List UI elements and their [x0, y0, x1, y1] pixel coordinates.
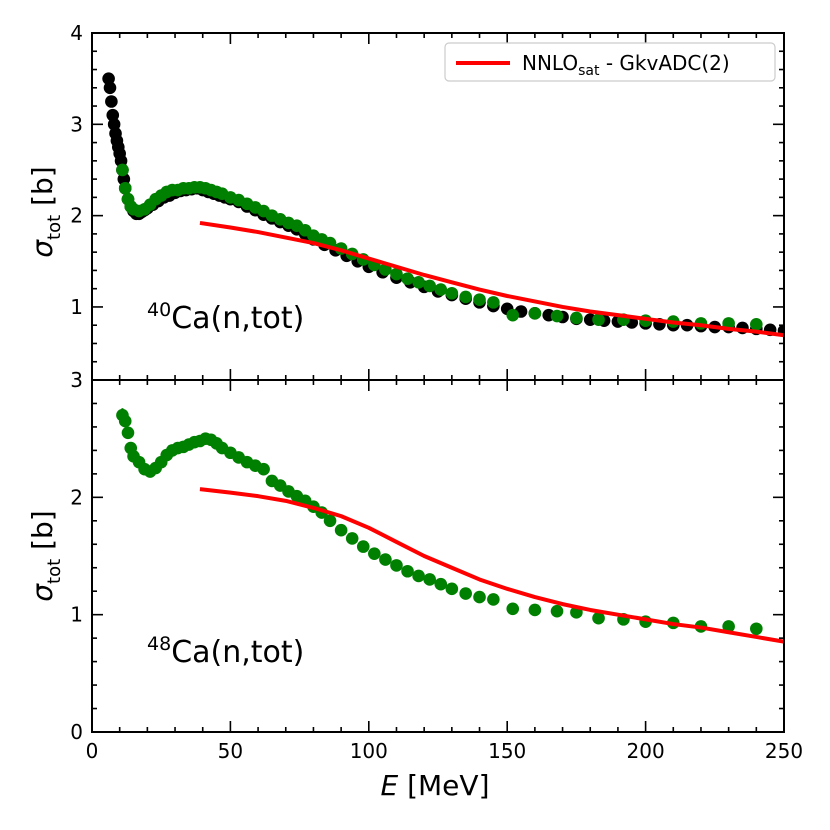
x-axis-title-symbol: E [381, 769, 399, 802]
x-tick-label: 0 [86, 739, 99, 763]
ca48-frame [91, 379, 785, 733]
ca40-y-tick-label: 1 [70, 295, 83, 319]
ca40-point-black-data [103, 81, 117, 95]
ca40-y-tick-label: 4 [70, 21, 83, 45]
ca48-series-group [116, 408, 784, 644]
ca48-point-green-data [550, 604, 564, 618]
ca40-point-green-data [118, 181, 132, 195]
ca48-point-green-data [345, 532, 359, 545]
ca40-annotation: 40Ca(n,tot) [147, 299, 304, 336]
ca40-point-green-data [750, 318, 763, 331]
ca48-annotation-main: Ca(n,tot) [171, 635, 304, 670]
ca48-ylabel-sigma: σ [26, 583, 59, 602]
ca40-y-tick-label: 3 [70, 112, 83, 136]
ca40-point-green-data [506, 308, 520, 322]
ca40-annotation-sup: 40 [147, 299, 171, 321]
ca40-point-green-data [473, 293, 486, 306]
ca40-point-green-data [570, 311, 583, 325]
ca48-theory-line [199, 487, 784, 644]
ca48-y-tick-label: 3 [70, 368, 83, 392]
ca48-point-green-data [423, 573, 437, 586]
ca48-plot-area [116, 408, 784, 644]
ca40-y-tick-label: 2 [70, 204, 83, 228]
legend-label-rest: - GkvADC(2) [599, 51, 729, 75]
x-tick-label: 200 [627, 739, 665, 763]
ca40-ylabel-sub: tot [44, 215, 65, 240]
ca48-point-green-data [750, 622, 763, 636]
ca40-point-green-data [550, 309, 564, 323]
ca40-ylabel-sigma: σ [26, 239, 59, 258]
legend-label: NNLOsat - GkvADC(2) [522, 51, 730, 79]
panel-ca40: 1 2 3 4 40Ca(n,tot) σtot [b] NNLOsat - GkvA… [26, 21, 785, 381]
ca48-point-green-data [412, 569, 425, 583]
ca40-point-green-data [487, 296, 500, 309]
ca48-point-green-data [506, 602, 520, 616]
ca48-point-green-data [434, 577, 448, 591]
ca48-annotation: 48Ca(n,tot) [147, 633, 304, 670]
ca40-series-green-data [116, 163, 763, 331]
x-axis-title: E [MeV] [381, 769, 490, 802]
legend-label-main: NNLO [522, 51, 578, 75]
ca48-point-green-data [257, 462, 270, 476]
ca48-point-green-data [118, 414, 132, 428]
ca40-ticks: 1 2 3 4 [70, 21, 785, 381]
x-tick-label: 150 [488, 739, 526, 763]
ca40-ylabel-unit: [b] [26, 166, 59, 215]
ca48-point-green-data [473, 590, 486, 604]
ca48-point-green-data [528, 603, 542, 617]
ca48-point-green-data [592, 611, 605, 625]
ca40-theory-line [199, 220, 784, 338]
ca40-series-group [102, 72, 784, 338]
ca48-ylabel-sub: tot [44, 559, 65, 584]
ca48-point-green-data [121, 426, 135, 440]
ca48-point-green-data [390, 559, 403, 572]
ca48-point-green-data [722, 620, 735, 633]
ca40-point-green-data [592, 313, 605, 327]
ca48-point-green-data [323, 514, 337, 528]
legend-box [444, 42, 776, 82]
ca48-y-tick-label: 0 [70, 720, 83, 744]
ca40-point-green-data [459, 290, 472, 304]
ca40-point-green-data [412, 275, 425, 289]
panel-ca48: 0 50 100 150 200 250 0 1 2 3 48Ca(n,tot) σtot [b] [26, 368, 803, 763]
ca48-point-green-data [379, 553, 392, 566]
ca48-ylabel-unit: [b] [26, 510, 59, 559]
ca40-point-green-data [390, 267, 403, 281]
ca48-y-tick-label: 1 [70, 603, 83, 627]
ca40-point-green-data [528, 307, 542, 320]
ca40-point-green-data [445, 286, 459, 300]
ca48-point-green-data [401, 564, 414, 578]
ca40-plot-area [102, 72, 784, 338]
ca48-y-axis-title: σtot [b] [26, 510, 65, 601]
x-tick-label: 100 [350, 739, 388, 763]
ca40-point-green-data [434, 283, 448, 296]
ca40-annotation-main: Ca(n,tot) [171, 301, 304, 336]
ca48-point-green-data [334, 523, 348, 537]
x-tick-label: 250 [765, 739, 803, 763]
ca48-point-green-data [487, 593, 500, 606]
ca40-y-axis-title: σtot [b] [26, 166, 65, 257]
ca48-ticks: 0 50 100 150 200 250 0 1 2 3 [70, 368, 803, 763]
ca40-point-green-data [423, 279, 437, 293]
ca48-annotation-sup: 48 [147, 633, 171, 655]
ca48-y-tick-label: 2 [70, 485, 83, 509]
ca48-point-green-data [445, 582, 459, 596]
ca40-point-black-data [105, 95, 118, 108]
ca48-point-green-data [459, 587, 472, 600]
ca48-point-green-data [368, 547, 381, 560]
legend-label-sub: sat [578, 63, 600, 79]
ca48-point-green-data [356, 540, 370, 553]
ca40-point-green-data [401, 272, 414, 285]
legend: NNLOsat - GkvADC(2) [444, 42, 776, 82]
x-axis-title-unit: [MeV] [398, 769, 489, 802]
x-tick-label: 50 [218, 739, 243, 763]
ca40-point-green-data [116, 163, 129, 177]
